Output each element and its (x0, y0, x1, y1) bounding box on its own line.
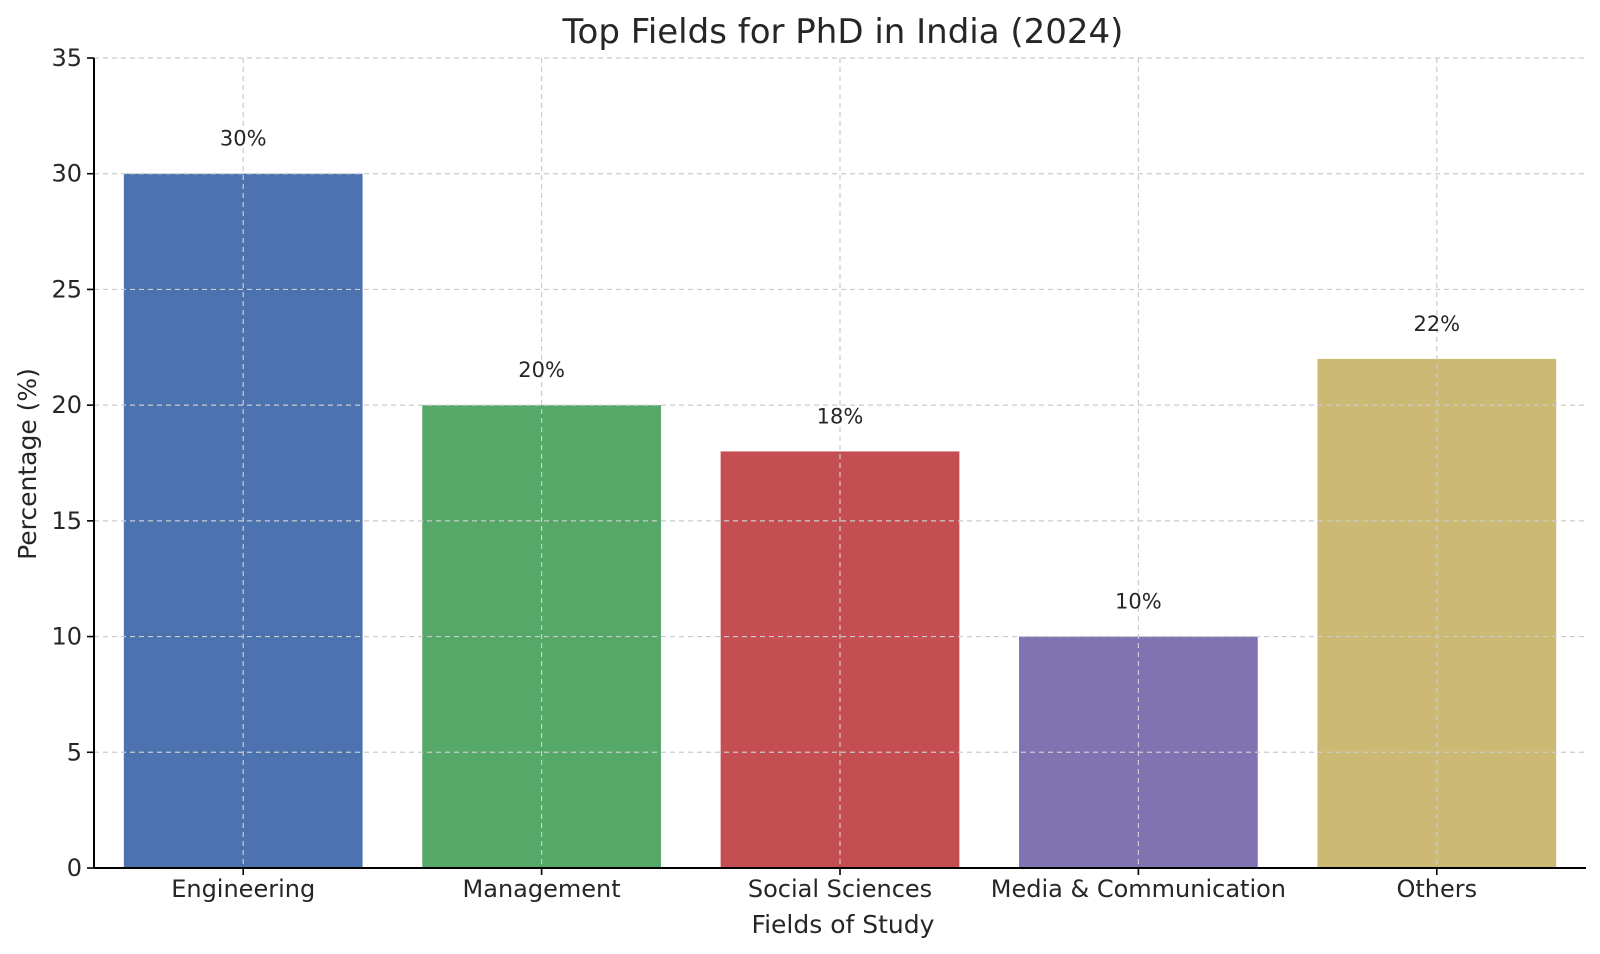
y-tick-label: 20 (51, 391, 82, 419)
y-tick-label: 30 (51, 160, 82, 188)
y-tick-label: 5 (67, 738, 82, 766)
y-tick-label: 25 (51, 275, 82, 303)
data-label: 20% (518, 358, 565, 382)
x-tick-label: Others (1396, 875, 1477, 903)
x-axis-ticks: Engineering Management Social Sciences Medi… (171, 868, 1477, 903)
data-label: 22% (1413, 312, 1460, 336)
chart-title: Top Fields for PhD in India (2024) (562, 12, 1124, 52)
x-tick-label: Engineering (171, 875, 315, 903)
x-tick-label: Management (463, 875, 621, 903)
data-labels: 30% 20% 18% 10% 22% (220, 127, 1460, 614)
data-label: 10% (1115, 590, 1162, 614)
x-tick-label: Social Sciences (748, 875, 932, 903)
x-axis-label: Fields of Study (752, 910, 935, 939)
y-axis-label: Percentage (%) (13, 368, 42, 560)
bar-others (1317, 358, 1557, 868)
data-label: 18% (817, 404, 864, 428)
y-tick-label: 0 (67, 854, 82, 882)
y-tick-label: 10 (51, 623, 82, 651)
x-tick-label: Media & Communication (991, 875, 1286, 903)
data-label: 30% (220, 127, 267, 151)
grid (94, 57, 1586, 868)
y-tick-label: 15 (51, 507, 82, 535)
y-tick-label: 35 (51, 44, 82, 72)
y-axis-ticks: 0 5 10 15 20 25 30 35 (51, 44, 94, 882)
